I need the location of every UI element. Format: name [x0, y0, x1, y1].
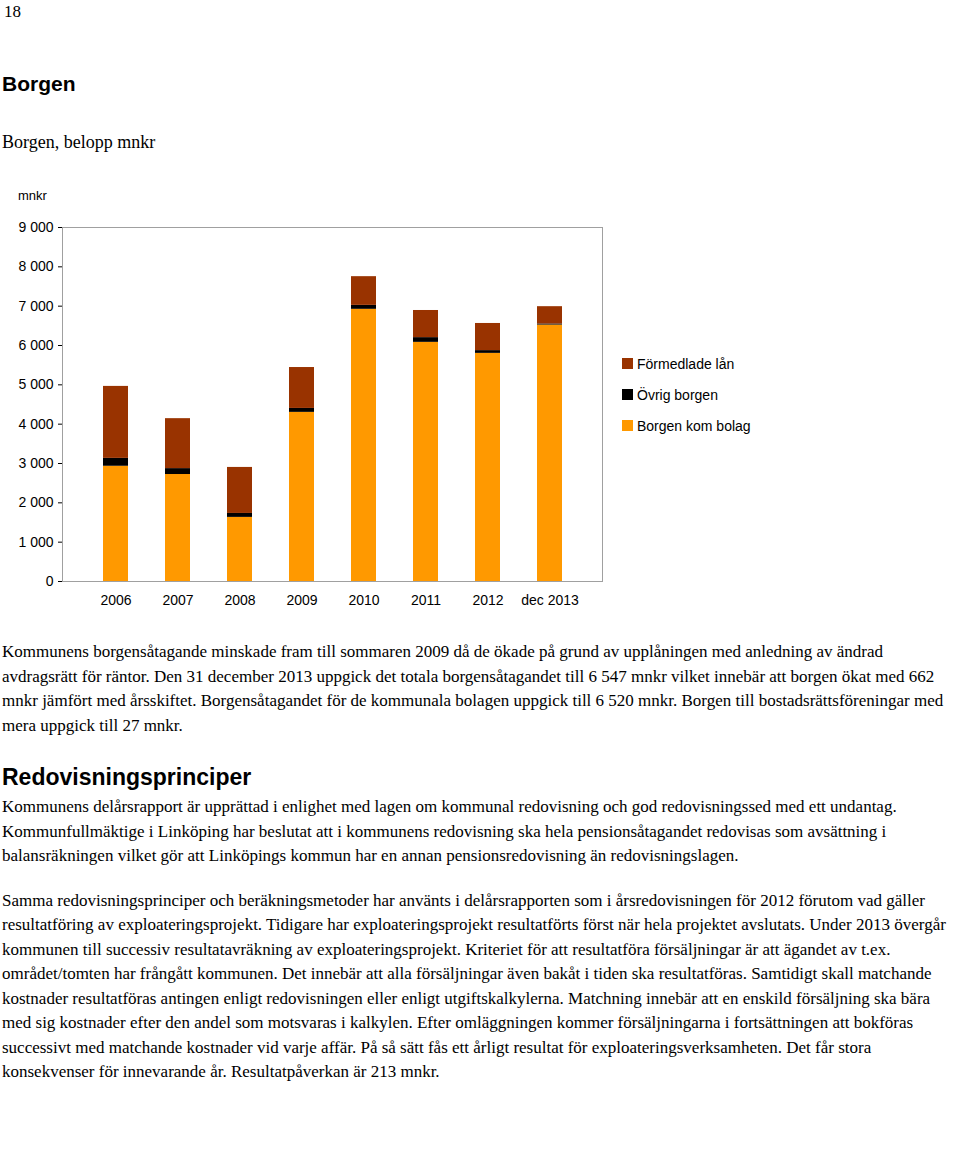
svg-text:3 000: 3 000: [18, 455, 53, 471]
svg-text:2010: 2010: [348, 592, 379, 608]
svg-text:8 000: 8 000: [18, 258, 53, 274]
html-text:Borgen, belopp mnkr: Borgen, belopp mnkr: [2, 132, 156, 152]
svg-text:0: 0: [46, 573, 54, 589]
svg-text:2011: 2011: [411, 592, 441, 608]
svg-text:2008: 2008: [224, 592, 255, 608]
svg-text:2009: 2009: [286, 592, 317, 608]
svg-text:2012: 2012: [472, 592, 503, 608]
html-text:Kommunens borgensåtagande mins: Kommunens borgensåtagande minskade fram …: [2, 642, 944, 735]
html-text:Borgen: Borgen: [2, 72, 76, 95]
svg-text:1 000: 1 000: [18, 534, 53, 550]
svg-text:2 000: 2 000: [18, 494, 53, 510]
html-text:Förmedlade lån: Förmedlade lån: [637, 355, 735, 372]
html-text:Redovisningsprinciper: Redovisningsprinciper: [2, 764, 252, 790]
svg-text:2007: 2007: [162, 592, 193, 608]
html-text:18: 18: [4, 2, 21, 21]
html-text:Samma redovisningsprinciper oc: Samma redovisningsprinciper och beräknin…: [2, 890, 946, 1081]
svg-text:2006: 2006: [100, 592, 131, 608]
svg-text:6 000: 6 000: [18, 337, 53, 353]
html-text:Borgen kom bolag: Borgen kom bolag: [637, 417, 751, 434]
svg-text:7 000: 7 000: [18, 298, 53, 314]
svg-text:9 000: 9 000: [18, 219, 53, 235]
svg-text:4 000: 4 000: [18, 416, 53, 432]
html-text:mnkr: mnkr: [18, 188, 47, 203]
html-text:Övrig borgen: Övrig borgen: [637, 386, 718, 403]
html-text:Kommunens delårsrapport är upp: Kommunens delårsrapport är upprättad i e…: [2, 797, 897, 865]
svg-text:5 000: 5 000: [18, 376, 53, 392]
svg-text:dec 2013: dec 2013: [521, 592, 579, 608]
